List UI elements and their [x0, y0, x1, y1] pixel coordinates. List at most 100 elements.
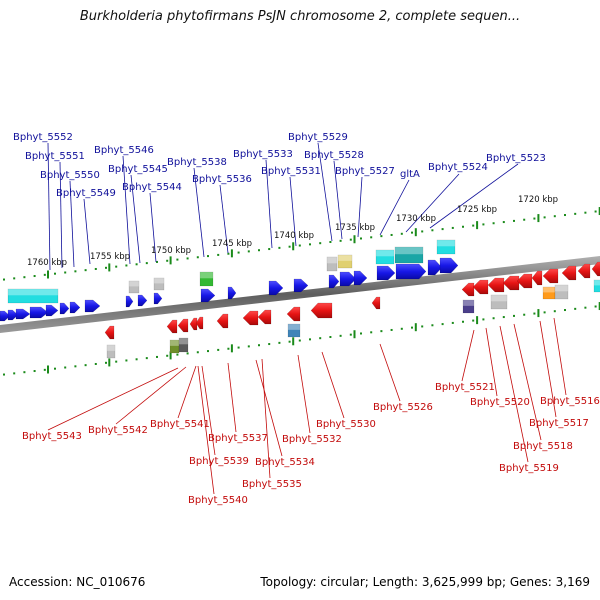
- rna-feature: [7, 288, 59, 304]
- reverse-tick-dot: [543, 311, 546, 314]
- gene-label-Bphyt_5526[interactable]: Bphyt_5526: [373, 402, 433, 413]
- reverse-gene-arrow: [286, 306, 301, 322]
- gene-label-Bphyt_5529[interactable]: Bphyt_5529: [288, 132, 348, 143]
- gene-label-Bphyt_5543[interactable]: Bphyt_5543: [22, 431, 82, 442]
- gene-label-Bphyt_5533[interactable]: Bphyt_5533: [233, 149, 293, 160]
- scale-label-1735: 1735 kbp: [335, 223, 375, 233]
- reverse-tick-major-tick: [230, 344, 233, 353]
- gene-label-Bphyt_5530[interactable]: Bphyt_5530: [316, 419, 376, 430]
- gene-label-Bphyt_5528[interactable]: Bphyt_5528: [304, 150, 364, 161]
- rna-feature: [337, 254, 353, 269]
- reverse-tick-dot: [74, 365, 77, 368]
- gene-label-Bphyt_5552[interactable]: Bphyt_5552: [13, 132, 73, 143]
- rna-feature: [178, 337, 189, 353]
- forward-gene-arrow: [7, 309, 19, 321]
- reverse-tick-dot: [339, 334, 342, 337]
- reverse-leader-line: [227, 362, 237, 433]
- label-leader-lines: [47, 142, 567, 495]
- forward-gene-arrow: [395, 263, 427, 280]
- gene-label-Bphyt_5527[interactable]: Bphyt_5527: [335, 166, 395, 177]
- forward-tick-dot: [115, 265, 118, 268]
- gene-label-Bphyt_5519[interactable]: Bphyt_5519: [499, 463, 559, 474]
- rna-feature: [106, 344, 116, 359]
- gene-label-Bphyt_5537[interactable]: Bphyt_5537: [208, 433, 268, 444]
- gene-label-Bphyt_5516[interactable]: Bphyt_5516: [540, 396, 600, 407]
- gene-label-Bphyt_5521[interactable]: Bphyt_5521: [435, 382, 495, 393]
- forward-tick-dot: [431, 229, 434, 232]
- reverse-tick-dot: [360, 332, 362, 335]
- forward-gene-arrow: [0, 310, 11, 322]
- reverse-gene-arrow: [531, 270, 543, 286]
- reverse-tick-dot: [400, 327, 403, 330]
- forward-tick-major-tick: [476, 221, 479, 230]
- forward-gene-arrow: [15, 308, 31, 320]
- forward-leader-line: [219, 184, 229, 254]
- gene-label-Bphyt_5545[interactable]: Bphyt_5545: [108, 164, 168, 175]
- forward-tick-dot: [574, 212, 577, 215]
- rna-feature-shine: [594, 280, 600, 286]
- rna-feature: [462, 299, 475, 314]
- gene-label-Bphyt_5524[interactable]: Bphyt_5524: [428, 162, 488, 173]
- forward-tick-dot: [278, 246, 281, 249]
- gene-label-Bphyt_5550[interactable]: Bphyt_5550: [40, 170, 100, 181]
- forward-tick-dot: [400, 232, 403, 235]
- gene-label-Bphyt_5538[interactable]: Bphyt_5538: [167, 157, 227, 168]
- gene-label-Bphyt_5535[interactable]: Bphyt_5535: [242, 479, 302, 490]
- reverse-tick-dot: [33, 370, 36, 373]
- forward-tick-dot: [370, 236, 373, 239]
- reverse-tick-dot: [329, 336, 332, 339]
- reverse-tick-dot: [217, 348, 220, 351]
- forward-leader-line: [193, 167, 205, 258]
- reverse-gene-arrow: [487, 277, 505, 293]
- forward-gene-arrow: [153, 292, 163, 305]
- gene-label-Bphyt_5549[interactable]: Bphyt_5549: [56, 188, 116, 199]
- topology-summary: Topology: circular; Length: 3,625,999 bp…: [260, 575, 590, 589]
- gene-label-Bphyt_5523[interactable]: Bphyt_5523: [486, 153, 546, 164]
- forward-leader-line: [83, 198, 91, 265]
- gene-label-Bphyt_5544[interactable]: Bphyt_5544: [122, 182, 182, 193]
- gene-label-Bphyt_5536[interactable]: Bphyt_5536: [192, 174, 252, 185]
- reverse-tick-major-tick: [476, 316, 479, 325]
- gene-label-Bphyt_5517[interactable]: Bphyt_5517: [529, 418, 589, 429]
- forward-tick-dot: [390, 233, 393, 236]
- reverse-tick-dot: [207, 350, 209, 353]
- gene-label-Bphyt_5539[interactable]: Bphyt_5539: [189, 456, 249, 467]
- gene-label-Bphyt_5518[interactable]: Bphyt_5518: [513, 441, 573, 452]
- reverse-gene-arrow: [472, 279, 489, 295]
- gene-label-Bphyt_5532[interactable]: Bphyt_5532: [282, 434, 342, 445]
- forward-tick-dot: [258, 249, 260, 252]
- reverse-tick-dot: [574, 307, 577, 310]
- reverse-tick-dot: [564, 309, 566, 312]
- gene-label-Bphyt_5546[interactable]: Bphyt_5546: [94, 145, 154, 156]
- gene-label-Bphyt_5551[interactable]: Bphyt_5551: [25, 151, 85, 162]
- forward-tick-dot: [533, 217, 536, 220]
- reverse-tick-major-tick: [47, 365, 49, 374]
- reverse-gene-arrow: [177, 318, 189, 333]
- reverse-tick-dot: [237, 346, 240, 349]
- reverse-tick-dot: [247, 345, 250, 348]
- forward-tick-dot: [227, 252, 230, 255]
- gene-label-Bphyt_5520[interactable]: Bphyt_5520: [470, 397, 530, 408]
- gene-label-Bphyt_5541[interactable]: Bphyt_5541: [150, 419, 210, 430]
- gene-label-Bphyt_5534[interactable]: Bphyt_5534: [255, 457, 315, 468]
- reverse-tick-major-tick: [537, 309, 540, 318]
- gene-label-Bphyt_5531[interactable]: Bphyt_5531: [261, 166, 321, 177]
- reverse-tick-dot: [462, 320, 464, 323]
- reverse-tick-dot: [523, 313, 526, 316]
- forward-leader-line: [69, 180, 75, 268]
- reverse-gene-arrow: [591, 261, 600, 277]
- reverse-tick-dot: [268, 343, 271, 346]
- reverse-tick-major-tick: [169, 351, 172, 360]
- reverse-tick-dot: [288, 340, 291, 343]
- reverse-tick-dot: [594, 305, 597, 308]
- gene-label-Bphyt_5542[interactable]: Bphyt_5542: [88, 425, 148, 436]
- forward-gene-arrow: [439, 257, 459, 274]
- forward-tick-dot: [329, 241, 332, 244]
- reverse-leader-line: [201, 365, 216, 456]
- gene-label-Bphyt_5540[interactable]: Bphyt_5540: [188, 495, 248, 506]
- forward-tick-dot: [462, 225, 464, 228]
- rna-feature: [153, 277, 165, 291]
- forward-gene-arrow: [59, 302, 70, 315]
- reverse-tick-dot: [390, 328, 393, 331]
- gene-label-gltA[interactable]: gltA: [400, 169, 420, 180]
